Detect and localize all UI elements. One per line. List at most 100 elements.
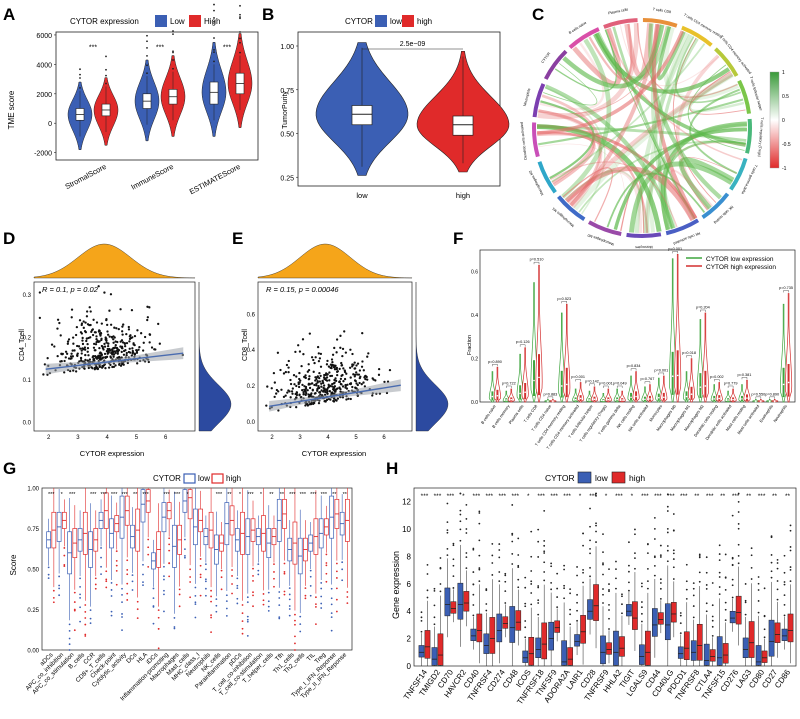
panel-g-outlier [278, 616, 281, 619]
e-plot-point [284, 370, 288, 374]
e-plot-point [316, 387, 320, 390]
panel-g-outlier [163, 575, 165, 578]
e-plot-point [355, 382, 358, 385]
panel-h-outlier [763, 587, 766, 590]
panel-b-pvalue: 2.5e−09 [400, 41, 426, 48]
panel-h-legend-low: low [595, 473, 609, 483]
panel-d-ylabel: CD4_Tcell [19, 329, 26, 361]
d-plot-point [112, 353, 116, 356]
panel-h-ylabel: Gene expression [391, 551, 401, 619]
panel-c-chord [660, 121, 748, 231]
panel-a-outlier [105, 55, 107, 58]
e-plot-point [315, 382, 318, 385]
panel-g-outlier [304, 594, 307, 597]
panel-h-outlier [750, 567, 753, 569]
e-plot-point [328, 379, 331, 382]
panel-g-outlier [115, 569, 118, 572]
panel-g-outlier [335, 598, 338, 601]
d-plot-point [78, 319, 82, 322]
panel-g-outlier [236, 602, 239, 605]
panel-f-median [496, 394, 499, 397]
e-plot-point [371, 377, 374, 380]
panel-f-pvalue: p=0.767 [641, 377, 655, 381]
panel-g-outlier [52, 589, 55, 592]
d-plot-point [70, 357, 73, 360]
panel-h-frame [413, 487, 797, 667]
panel-g-outlier [142, 573, 144, 576]
panel-h-outlier [783, 554, 786, 557]
panel-h-outlier [485, 588, 488, 590]
panel-h-outlier [420, 630, 423, 633]
d-plot-point [122, 353, 126, 356]
panel-b-plot: 1.00 0.75 0.50 0.25 low high 2.5e−09 [280, 31, 510, 200]
d-plot-point [106, 352, 109, 355]
e-plot-point [345, 387, 349, 390]
panel-g-outlier [346, 596, 349, 598]
panel-h-outlier [672, 549, 675, 552]
panel-g-outlier [252, 567, 254, 570]
d-plot-point [131, 352, 134, 355]
e-plot-point [356, 383, 359, 387]
panel-h-outlier [452, 542, 455, 545]
panel-f-pvalue: p=0.834 [627, 364, 641, 368]
panel-g-outlier [184, 538, 186, 541]
d-plot-point [87, 366, 90, 370]
panel-f-median [565, 383, 568, 386]
panel-g-outlier [63, 554, 66, 557]
panel-h-outlier [705, 610, 708, 613]
e-plot-point [338, 367, 341, 371]
panel-h-outlier [724, 601, 727, 604]
panel-h-outlier [472, 548, 475, 551]
panel-g-outlier [231, 583, 233, 585]
panel-a-outlier [239, 37, 241, 40]
panel-g-significance: ** [332, 492, 337, 498]
d-plot-point [56, 327, 59, 330]
d-plot-point [106, 344, 110, 348]
panel-a-xlabels: StromalScore ImmuneScore ESTIMATEScore [64, 162, 242, 196]
panel-h-outlier [439, 557, 442, 559]
panel-f-bracket [547, 396, 554, 399]
panel-h-outlier [653, 574, 656, 577]
panel-c-chord [678, 157, 735, 210]
panel-g-xtick-label: TIL [305, 651, 317, 663]
d-plot-point [129, 336, 133, 340]
panel-f-median [787, 381, 790, 384]
panel-h-box-low [470, 628, 477, 641]
e-plot-point [303, 388, 306, 391]
e-plot-point [304, 393, 307, 397]
panel-g-significance: *** [111, 492, 118, 498]
e-plot-point [351, 385, 354, 389]
panel-g-outlier [330, 587, 333, 590]
panel-h-outlier [653, 527, 656, 530]
panel-f-bracket [658, 372, 664, 375]
e-plot-y-density [415, 282, 449, 432]
panel-h-outlier [659, 598, 662, 600]
panel-f-violin-high [743, 379, 751, 403]
e-plot-point [266, 385, 269, 388]
e-plot-point [335, 351, 338, 354]
d-plot-point [157, 322, 160, 326]
d-plot-point [121, 325, 124, 328]
panel-h-outlier [750, 578, 753, 580]
panel-f-median [732, 398, 734, 401]
panel-f-bracket [700, 309, 706, 312]
panel-g-outlier [257, 563, 260, 566]
panel-h-outlier [679, 614, 682, 617]
panel-h-outlier [472, 593, 475, 596]
panel-g-outlier [168, 575, 171, 578]
panel-h-outlier [737, 543, 740, 546]
panel-h-outlier [789, 529, 792, 532]
e-plot-point [311, 389, 314, 392]
panel-h-outlier [666, 493, 669, 496]
panel-h-significance: *** [447, 493, 455, 500]
d-plot-point [100, 338, 103, 342]
e-plot-point [316, 389, 319, 392]
panel-h-outlier [705, 588, 708, 590]
d-plot-point [114, 343, 117, 347]
panel-h-outlier [478, 510, 481, 513]
panel-c-chord [644, 123, 748, 233]
panel-h-outlier [659, 582, 662, 584]
d-plot-point [81, 336, 84, 340]
panel-h-outlier [770, 576, 773, 579]
panel-a-outlier [213, 17, 215, 19]
